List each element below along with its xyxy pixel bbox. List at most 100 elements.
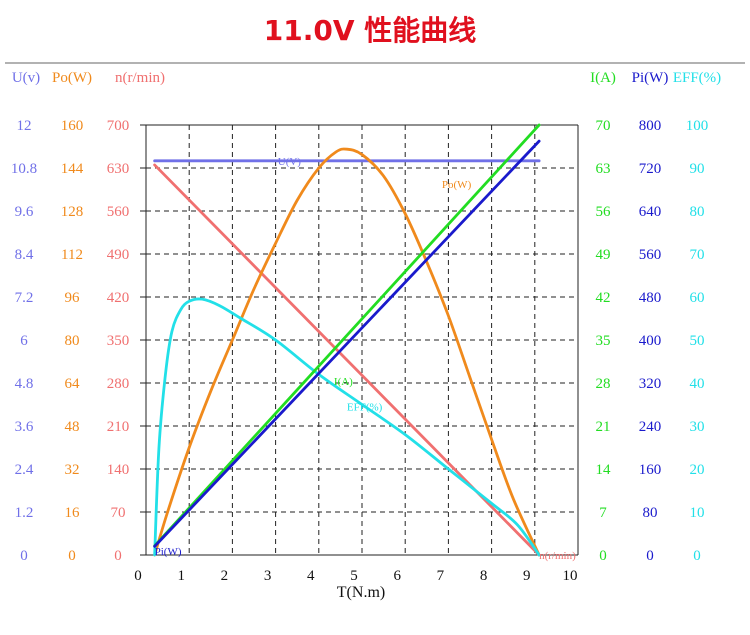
- x-axis-label: T(N.m): [337, 584, 385, 601]
- y-tick-label-i: 56: [596, 204, 612, 220]
- y-tick-label-po: 144: [61, 161, 84, 177]
- y-tick-label-n: 560: [107, 204, 130, 220]
- curve-label-eff: EFF(%): [347, 402, 383, 414]
- y-tick-label-n: 210: [107, 419, 130, 435]
- y-tick-label-eff: 30: [690, 419, 705, 435]
- curve-label-i: I(A): [334, 376, 353, 388]
- series-lines: [153, 123, 541, 557]
- y-tick-label-pi: 720: [639, 161, 662, 177]
- y-tick-label-n: 630: [107, 161, 130, 177]
- y-tick-label-i: 42: [596, 290, 611, 306]
- y-tick-label-i: 49: [596, 247, 611, 263]
- y-tick-label-n: 350: [107, 333, 130, 349]
- y-tick-label-i: 21: [596, 419, 611, 435]
- y-tick-label-po: 96: [65, 290, 81, 306]
- y-tick-label-u: 4.8: [15, 376, 34, 392]
- x-tick-label: 3: [264, 568, 272, 584]
- y-tick-label-u: 7.2: [15, 290, 34, 306]
- axis-header-n: n(r/min): [115, 70, 165, 86]
- curve-label-n: n(r/min): [539, 550, 576, 562]
- y-tick-label-n: 700: [107, 118, 130, 134]
- x-tick-label: 2: [221, 568, 229, 584]
- y-tick-label-pi: 160: [639, 462, 662, 478]
- y-tick-label-u: 8.4: [15, 247, 34, 263]
- y-tick-label-u: 12: [17, 118, 32, 134]
- axis-header-i: I(A): [590, 70, 616, 86]
- y-tick-label-i: 35: [596, 333, 611, 349]
- y-tick-label-po: 128: [61, 204, 84, 220]
- axes: U(v)01.22.43.64.867.28.49.610.812Po(W)01…: [11, 70, 721, 584]
- y-tick-label-po: 160: [61, 118, 84, 134]
- x-tick-label: 9: [523, 568, 531, 584]
- y-tick-label-eff: 20: [690, 462, 705, 478]
- y-tick-label-u: 0: [20, 548, 28, 564]
- y-tick-label-pi: 480: [639, 290, 662, 306]
- y-tick-label-po: 112: [61, 247, 83, 263]
- y-tick-label-i: 28: [596, 376, 611, 392]
- y-tick-label-u: 9.6: [15, 204, 34, 220]
- y-tick-label-po: 80: [65, 333, 80, 349]
- y-tick-label-n: 140: [107, 462, 130, 478]
- curve-label-u: U(V): [278, 156, 302, 168]
- series-line-eff: [153, 297, 541, 557]
- curve-labels: U(V) Po(W) I(A) EFF(%) Pi(W) n(r/min): [155, 156, 576, 562]
- y-tick-label-pi: 0: [646, 548, 654, 564]
- y-tick-label-i: 7: [599, 505, 607, 521]
- y-tick-label-pi: 400: [639, 333, 662, 349]
- series-line-pi: [153, 139, 541, 548]
- x-tick-label: 5: [350, 568, 358, 584]
- curve-label-pi: Pi(W): [155, 546, 182, 558]
- y-tick-label-n: 420: [107, 290, 130, 306]
- x-tick-label: 6: [393, 568, 401, 584]
- y-tick-label-eff: 50: [690, 333, 705, 349]
- y-tick-label-po: 48: [65, 419, 80, 435]
- y-tick-label-u: 3.6: [15, 419, 34, 435]
- axis-header-u: U(v): [12, 70, 40, 86]
- y-tick-label-eff: 0: [693, 548, 701, 564]
- y-tick-label-pi: 800: [639, 118, 662, 134]
- x-tick-label: 4: [307, 568, 315, 584]
- y-tick-label-u: 1.2: [15, 505, 34, 521]
- series-line-i: [153, 123, 541, 548]
- x-tick-label: 0: [134, 568, 142, 584]
- y-tick-label-n: 0: [114, 548, 122, 564]
- y-tick-label-eff: 90: [690, 161, 705, 177]
- y-tick-label-u: 2.4: [15, 462, 34, 478]
- y-tick-label-pi: 320: [639, 376, 662, 392]
- y-tick-label-pi: 560: [639, 247, 662, 263]
- y-tick-label-eff: 60: [690, 290, 705, 306]
- series-line-po: [153, 147, 541, 557]
- curve-label-po: Po(W): [442, 179, 472, 191]
- chart-title: 11.0V 性能曲线: [264, 14, 477, 47]
- y-tick-label-eff: 100: [686, 118, 709, 134]
- y-tick-label-eff: 70: [690, 247, 705, 263]
- y-tick-label-i: 70: [596, 118, 611, 134]
- y-tick-label-eff: 10: [690, 505, 705, 521]
- y-tick-label-pi: 80: [643, 505, 658, 521]
- y-tick-label-po: 64: [65, 376, 81, 392]
- axis-header-po: Po(W): [52, 70, 92, 86]
- axis-header-pi: Pi(W): [632, 70, 669, 86]
- y-tick-label-u: 10.8: [11, 161, 37, 177]
- y-tick-label-po: 0: [68, 548, 76, 564]
- x-tick-label: 10: [563, 568, 578, 584]
- axis-header-eff: EFF(%): [673, 70, 721, 86]
- y-tick-label-eff: 80: [690, 204, 705, 220]
- y-tick-label-i: 14: [596, 462, 612, 478]
- grid: [140, 124, 579, 556]
- y-tick-label-n: 70: [111, 505, 126, 521]
- y-tick-label-pi: 240: [639, 419, 662, 435]
- y-tick-label-po: 16: [65, 505, 81, 521]
- x-tick-label: 7: [437, 568, 445, 584]
- y-tick-label-n: 490: [107, 247, 130, 263]
- x-tick-label: 1: [177, 568, 185, 584]
- y-tick-label-i: 0: [599, 548, 607, 564]
- y-tick-label-eff: 40: [690, 376, 705, 392]
- y-tick-label-n: 280: [107, 376, 130, 392]
- y-tick-label-u: 6: [20, 333, 28, 349]
- y-tick-label-po: 32: [65, 462, 80, 478]
- x-tick-label: 8: [480, 568, 488, 584]
- y-tick-label-pi: 640: [639, 204, 662, 220]
- y-tick-label-i: 63: [596, 161, 611, 177]
